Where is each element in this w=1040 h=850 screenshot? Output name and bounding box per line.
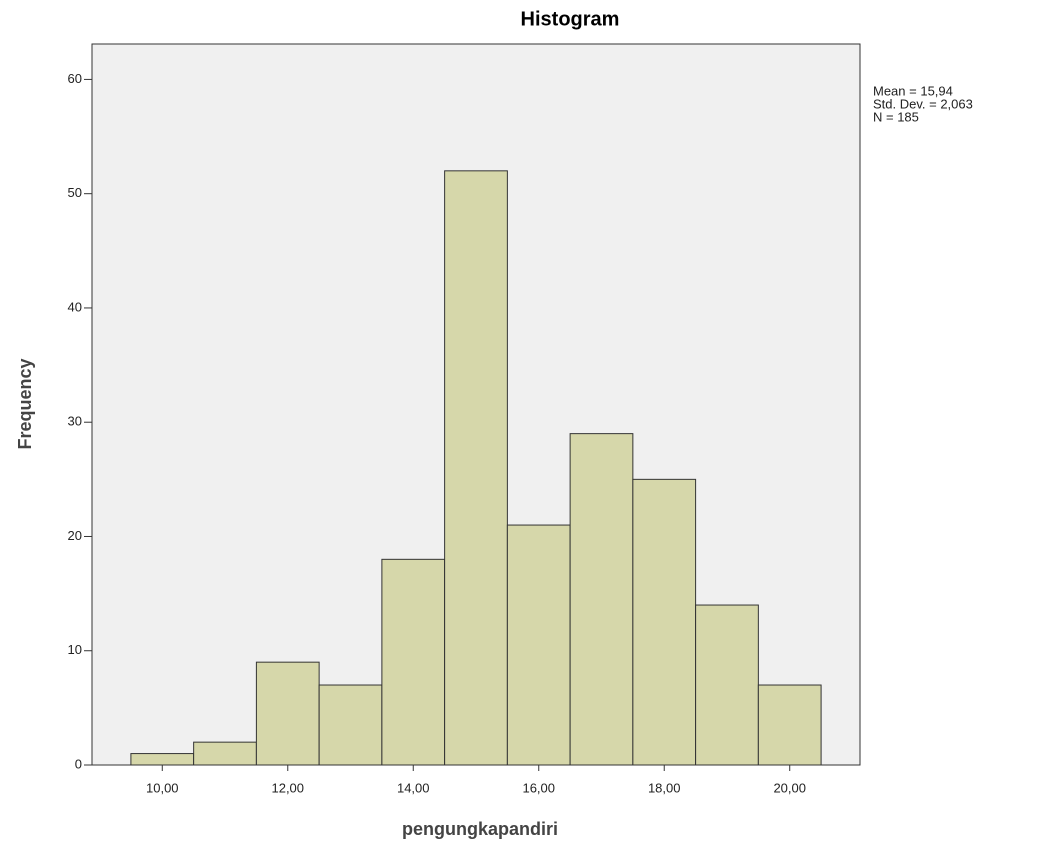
x-tick-label: 14,00 — [397, 780, 430, 795]
bar — [507, 525, 570, 765]
bar — [382, 559, 445, 765]
x-axis-title: pengungkapandiri — [402, 819, 558, 839]
bar — [633, 479, 696, 765]
chart-title: Histogram — [521, 8, 620, 30]
x-tick-label: 20,00 — [773, 780, 806, 795]
y-axis-title: Frequency — [15, 358, 35, 449]
x-tick-label: 10,00 — [146, 780, 179, 795]
bar — [131, 754, 194, 765]
bar — [445, 171, 508, 765]
page: Histogram pengungkapandiri Frequency 0 10… — [0, 0, 1040, 850]
bar — [256, 662, 319, 765]
bar — [758, 685, 821, 765]
y-tick-label: 20 — [68, 528, 82, 543]
chart: Histogram pengungkapandiri Frequency 0 10… — [0, 0, 1040, 850]
y-tick-label: 10 — [68, 642, 82, 657]
y-tick-label: 0 — [75, 756, 82, 771]
bar — [696, 605, 759, 765]
y-tick-label: 30 — [68, 414, 82, 429]
bar — [319, 685, 382, 765]
y-tick-label: 50 — [68, 185, 82, 200]
stats-annotation: N = 185 — [873, 109, 919, 124]
y-tick-label: 60 — [68, 71, 82, 86]
x-tick-label: 16,00 — [522, 780, 555, 795]
bar — [194, 742, 257, 765]
x-tick-label: 18,00 — [648, 780, 681, 795]
y-tick-label: 40 — [68, 299, 82, 314]
x-tick-label: 12,00 — [271, 780, 304, 795]
bar — [570, 434, 633, 765]
